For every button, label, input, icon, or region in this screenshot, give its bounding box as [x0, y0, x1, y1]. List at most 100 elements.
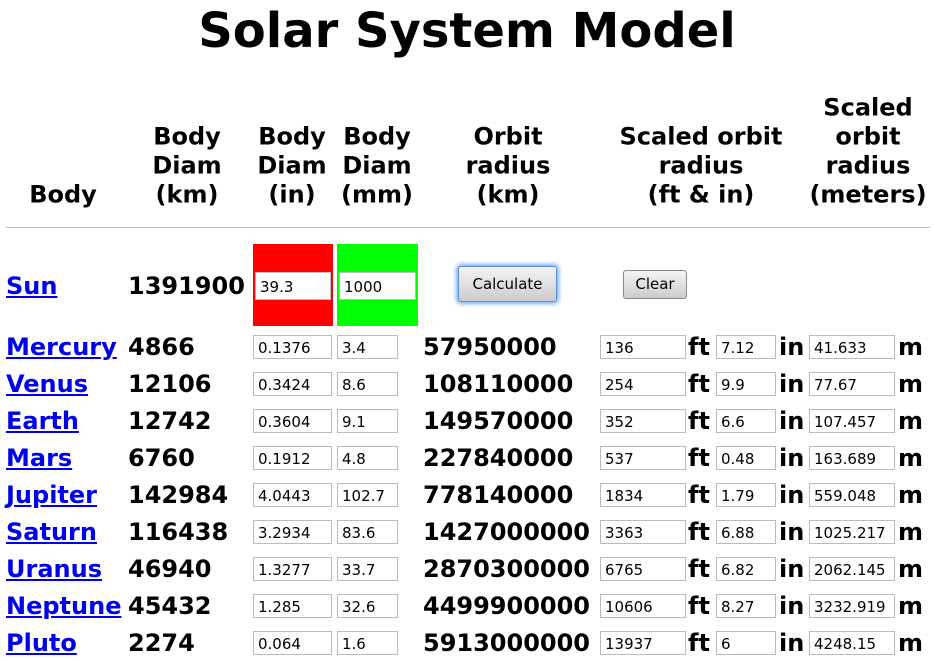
column-header: Body [153, 122, 221, 151]
scaled-m-input[interactable]: 559.048 [809, 483, 895, 507]
unit-label: ft [688, 333, 710, 361]
scaled-in-input[interactable]: 6.82 [716, 557, 776, 581]
column-header: Orbit [473, 122, 543, 151]
scaled-m-input[interactable]: 77.67 [809, 372, 895, 396]
scaled-in-input[interactable]: 9.9 [716, 372, 776, 396]
unit-label: in [779, 333, 805, 361]
diam-in-input[interactable]: 0.3424 [253, 372, 332, 396]
unit-label: m [898, 407, 924, 435]
diam-in-input[interactable]: 4.0443 [253, 483, 332, 507]
column-header: (mm) [341, 180, 413, 209]
scaled-in-input[interactable]: 8.27 [716, 594, 776, 618]
column-header: radius [658, 151, 744, 180]
diam-mm-input[interactable]: 83.6 [337, 520, 398, 544]
diam-mm-input[interactable]: 32.6 [337, 594, 398, 618]
diam-mm-input[interactable]: 1000 [339, 272, 416, 300]
calculate-button[interactable]: Calculate [458, 266, 557, 302]
diam-in-input[interactable]: 1.3277 [253, 557, 332, 581]
scaled-in-input[interactable]: 0.48 [716, 446, 776, 470]
column-header: Body [343, 122, 411, 151]
diam-mm-input[interactable]: 4.8 [337, 446, 398, 470]
diam-km: 4866 [128, 333, 195, 361]
body-link[interactable]: Sun [6, 272, 58, 300]
scaled-in-input[interactable]: 6 [716, 631, 776, 655]
column-header: Diam [342, 151, 412, 180]
unit-label: ft [688, 555, 710, 583]
unit-label: m [898, 629, 924, 657]
diam-mm-input[interactable]: 1.6 [337, 631, 398, 655]
clear-button[interactable]: Clear [623, 270, 687, 299]
column-header: Diam [152, 151, 222, 180]
diam-km: 6760 [128, 444, 195, 472]
orbit-km: 5913000000 [423, 629, 590, 657]
column-header: Body [258, 122, 326, 151]
orbit-km: 57950000 [423, 333, 557, 361]
column-header: (in) [268, 180, 316, 209]
body-link[interactable]: Pluto [6, 629, 77, 657]
body-link[interactable]: Mars [6, 444, 73, 472]
diam-km: 116438 [128, 518, 229, 546]
scaled-ft-input[interactable]: 352 [600, 409, 686, 433]
column-header: (ft & in) [647, 180, 755, 209]
scaled-m-input[interactable]: 107.457 [809, 409, 895, 433]
column-header: radius [825, 151, 911, 180]
scaled-in-input[interactable]: 7.12 [716, 335, 776, 359]
scaled-ft-input[interactable]: 10606 [600, 594, 686, 618]
divider [6, 227, 930, 228]
body-link[interactable]: Saturn [6, 518, 97, 546]
unit-label: ft [688, 407, 710, 435]
scaled-in-input[interactable]: 6.6 [716, 409, 776, 433]
body-link[interactable]: Neptune [6, 592, 122, 620]
column-header: radius [465, 151, 551, 180]
diam-in-input[interactable]: 0.3604 [253, 409, 332, 433]
unit-label: ft [688, 370, 710, 398]
diam-mm-input[interactable]: 33.7 [337, 557, 398, 581]
unit-label: in [779, 555, 805, 583]
unit-label: ft [688, 444, 710, 472]
scaled-ft-input[interactable]: 6765 [600, 557, 686, 581]
body-link[interactable]: Mercury [6, 333, 117, 361]
orbit-km: 149570000 [423, 407, 574, 435]
column-header: (km) [476, 180, 540, 209]
scaled-m-input[interactable]: 3232.919 [809, 594, 895, 618]
orbit-km: 227840000 [423, 444, 574, 472]
column-header: orbit [835, 122, 901, 151]
column-header: Diam [257, 151, 327, 180]
scaled-ft-input[interactable]: 136 [600, 335, 686, 359]
scaled-m-input[interactable]: 41.633 [809, 335, 895, 359]
scaled-m-input[interactable]: 1025.217 [809, 520, 895, 544]
scaled-in-input[interactable]: 6.88 [716, 520, 776, 544]
unit-label: m [898, 481, 924, 509]
scaled-ft-input[interactable]: 537 [600, 446, 686, 470]
diam-in-input[interactable]: 0.1912 [253, 446, 332, 470]
diam-mm-input[interactable]: 102.7 [337, 483, 398, 507]
diam-in-input[interactable]: 0.064 [253, 631, 332, 655]
unit-label: m [898, 444, 924, 472]
scaled-m-input[interactable]: 163.689 [809, 446, 895, 470]
diam-in-input[interactable]: 0.1376 [253, 335, 332, 359]
diam-in-input[interactable]: 3.2934 [253, 520, 332, 544]
body-link[interactable]: Venus [6, 370, 88, 398]
body-link[interactable]: Earth [6, 407, 79, 435]
column-header: (km) [155, 180, 219, 209]
diam-mm-input[interactable]: 3.4 [337, 335, 398, 359]
unit-label: in [779, 518, 805, 546]
scaled-ft-input[interactable]: 13937 [600, 631, 686, 655]
diam-mm-input[interactable]: 8.6 [337, 372, 398, 396]
scaled-ft-input[interactable]: 254 [600, 372, 686, 396]
body-link[interactable]: Jupiter [6, 481, 98, 509]
diam-in-input[interactable]: 39.3 [255, 272, 331, 300]
scaled-in-input[interactable]: 1.79 [716, 483, 776, 507]
unit-label: in [779, 370, 805, 398]
scaled-ft-input[interactable]: 1834 [600, 483, 686, 507]
page-title: Solar System Model [198, 3, 736, 59]
diam-mm-input[interactable]: 9.1 [337, 409, 398, 433]
diam-in-input[interactable]: 1.285 [253, 594, 332, 618]
scaled-m-input[interactable]: 2062.145 [809, 557, 895, 581]
body-link[interactable]: Uranus [6, 555, 102, 583]
diam-km: 45432 [128, 592, 212, 620]
scaled-m-input[interactable]: 4248.15 [809, 631, 895, 655]
scaled-ft-input[interactable]: 3363 [600, 520, 686, 544]
unit-label: m [898, 370, 924, 398]
